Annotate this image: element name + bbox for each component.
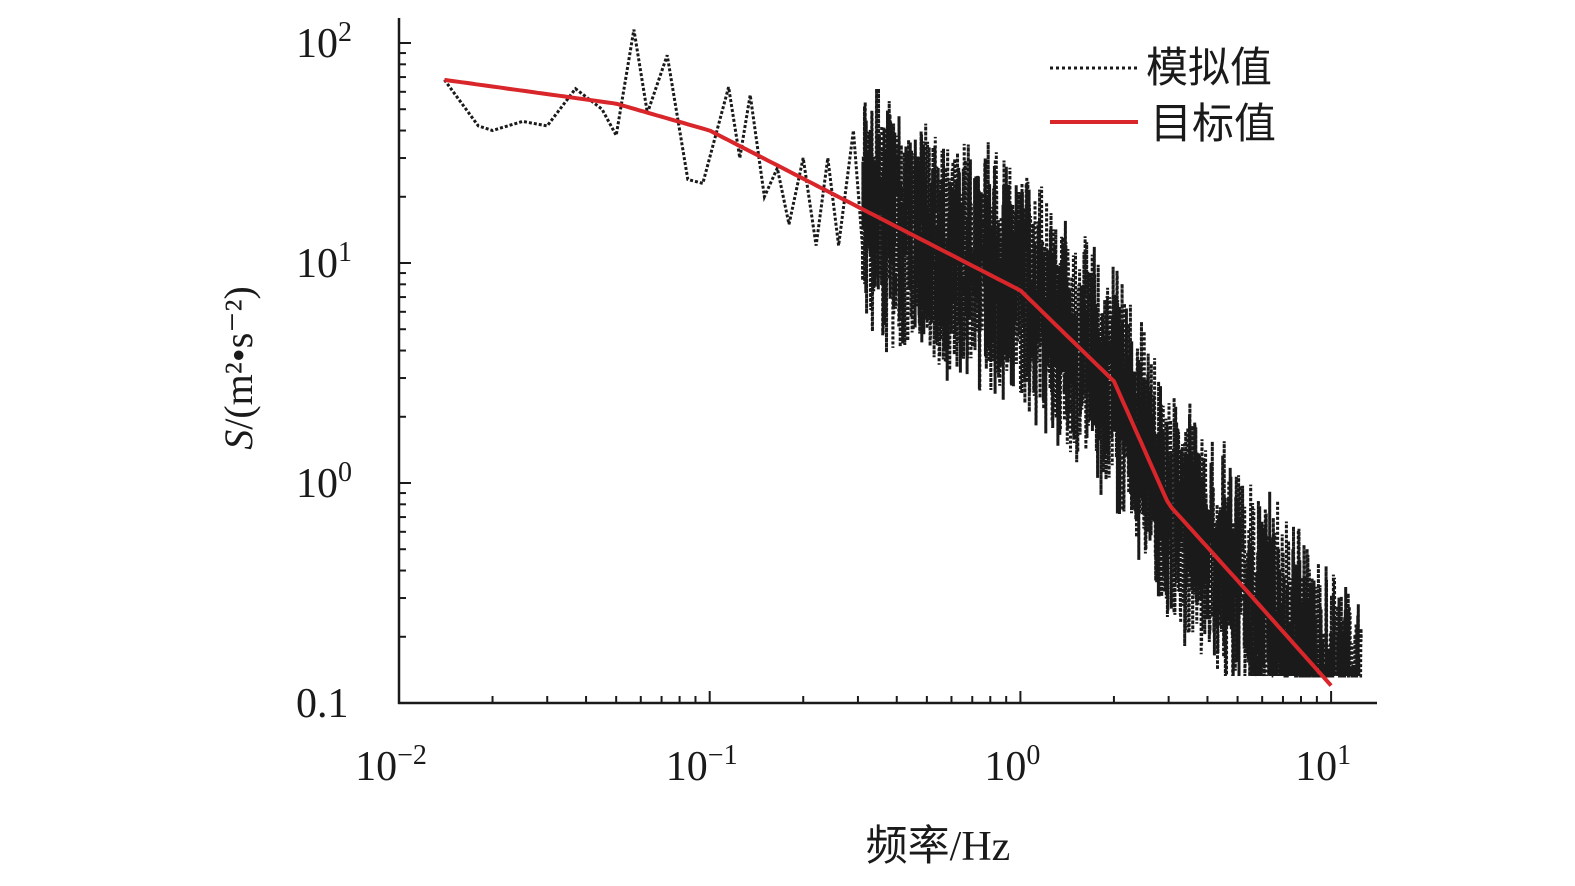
series-target [444,77,1333,687]
y-tick-label: 100 [296,457,352,507]
x-tick-label: 100 [984,740,1040,790]
x-tick-label: 101 [1295,740,1351,790]
y-axis-label: S/(m²•s⁻²) [216,286,261,450]
y-tick-label: 101 [296,237,352,287]
legend-label-sim: 模拟值 [1146,46,1272,92]
x-tick-label: 10−1 [666,740,738,790]
legend-label-target: 目标值 [1150,102,1276,148]
legend: 模拟值 目标值 [1050,46,1276,148]
y-tick-label: 0.1 [296,681,349,727]
x-tick-label: 10−2 [355,740,427,790]
y-tick-label: 102 [296,17,352,67]
x-axis-label: 频率/Hz [866,823,1011,870]
